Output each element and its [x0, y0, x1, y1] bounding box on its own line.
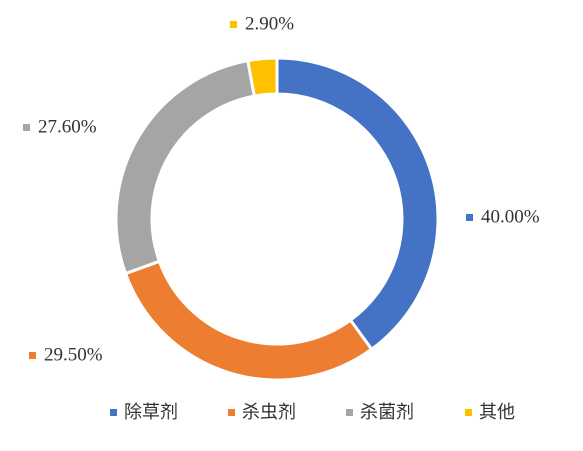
legend-marker [465, 409, 472, 416]
label-marker [29, 352, 36, 359]
legend-marker [228, 409, 235, 416]
legend-label: 除草剂 [124, 402, 178, 423]
label-marker [230, 21, 237, 28]
data-label: 29.50% [44, 344, 103, 365]
legend-label: 杀菌剂 [360, 402, 414, 423]
donut-segment [275, 56, 440, 352]
label-marker [23, 124, 30, 131]
data-label: 40.00% [481, 206, 540, 227]
data-label: 27.60% [38, 116, 97, 137]
data-label: 2.90% [245, 13, 294, 34]
donut-segment [123, 259, 374, 382]
legend-marker [110, 409, 117, 416]
donut-segment [246, 56, 279, 98]
donut-segment [114, 58, 257, 276]
legend-marker [346, 409, 353, 416]
legend-label: 其他 [479, 402, 515, 423]
label-marker [466, 214, 473, 221]
legend-label: 杀虫剂 [242, 402, 296, 423]
